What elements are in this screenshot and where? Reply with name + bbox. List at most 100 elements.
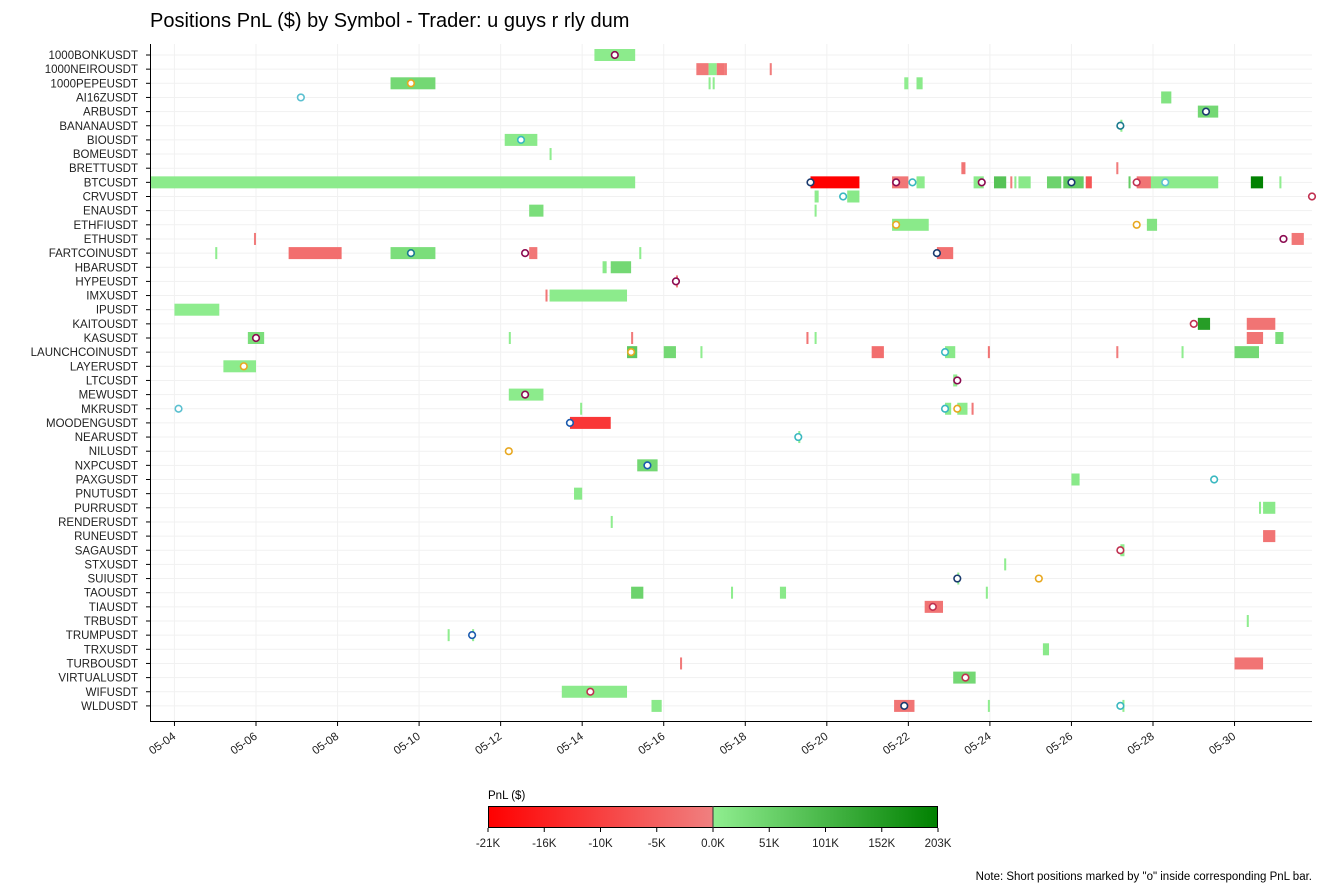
pnl-bar [1234, 346, 1259, 359]
colorbar: PnL ($) -21K -16K -10K -5K 0.0K 51K 101K 152K 20… [476, 790, 952, 850]
short-marker [627, 348, 636, 357]
symbol-label: LTCUSDT [86, 375, 138, 387]
short-marker [953, 574, 962, 583]
pnl-bar [916, 77, 923, 90]
symbol-label: BRETTUSDT [69, 163, 138, 175]
date-tick-label: 05-06 [229, 731, 260, 758]
chart-title: Positions PnL ($) by Symbol - Trader: u … [150, 10, 629, 32]
short-marker [953, 376, 962, 385]
short-marker [610, 50, 619, 60]
short-marker [586, 687, 595, 696]
pnl-bar [215, 247, 218, 260]
symbol-label: ENAUSDT [83, 206, 138, 218]
pnl-bar [529, 247, 538, 260]
pnl-bar [993, 176, 1007, 189]
pnl-bar [1010, 176, 1013, 189]
date-tick-label: 05-30 [1207, 731, 1238, 758]
pnl-bar [680, 657, 683, 670]
pnl-bars [150, 49, 1304, 712]
pnl-bar [1275, 332, 1284, 344]
short-marker [504, 447, 513, 456]
colorbar-tick-label: -16K [532, 838, 557, 850]
symbol-label: ETHUSDT [84, 234, 138, 246]
pnl-bar [651, 699, 662, 712]
short-marker [940, 348, 950, 357]
symbol-label: MOODENGUSDT [46, 418, 138, 430]
symbol-label: NEARUSDT [75, 432, 138, 444]
pnl-bar [1263, 530, 1276, 543]
colorbar-tick-label: 51K [759, 838, 780, 850]
pnl-bar [769, 63, 772, 76]
short-marker [1067, 178, 1076, 187]
pnl-bar [810, 176, 860, 189]
short-marker [1116, 121, 1125, 130]
colorbar-tick-label: 0.0K [701, 838, 725, 850]
pnl-bar [1146, 218, 1158, 231]
date-tick-label: 05-14 [555, 730, 586, 757]
short-marker [1132, 178, 1141, 187]
pnl-bar [1004, 558, 1007, 571]
short-marker [1279, 234, 1288, 244]
symbol-label: BIOUSDT [87, 135, 138, 147]
pnl-bar [1181, 346, 1184, 359]
symbol-label: ARBUSDT [83, 107, 138, 119]
symbol-label: BTCUSDT [84, 177, 138, 189]
short-marker [928, 602, 937, 611]
short-marker [806, 178, 815, 187]
pnl-bar [1042, 643, 1050, 656]
symbol-label: MKRUSDT [81, 404, 138, 416]
symbol-label: IPUSDT [96, 305, 138, 317]
symbol-label: NXPCUSDT [75, 460, 138, 472]
symbol-label: RENDERUSDT [58, 517, 138, 529]
symbol-label: TRXUSDT [84, 644, 138, 656]
short-marker [1116, 701, 1125, 711]
date-tick-label: 05-04 [147, 730, 178, 757]
pnl-bar [1014, 176, 1017, 189]
pnl-bar [708, 77, 711, 90]
short-marker [643, 461, 652, 470]
symbol-label: AI16ZUSDT [76, 92, 138, 104]
pnl-bar [806, 332, 809, 344]
short-marker [932, 249, 941, 258]
symbol-label: ETHFIUSDT [73, 220, 138, 232]
pnl-bar [1116, 162, 1119, 175]
short-marker [892, 220, 901, 229]
pnl-bar [916, 176, 925, 189]
short-marker [1307, 192, 1317, 201]
pnl-bar [716, 63, 725, 76]
symbol-label: TAOUSDT [84, 588, 138, 600]
symbol-label: SAGAUSDT [75, 545, 138, 557]
short-marker [953, 404, 962, 413]
pnl-bar [945, 346, 956, 359]
symbol-label: BANANAUSDT [59, 121, 138, 133]
pnl-bar [631, 586, 644, 599]
symbol-label: FARTCOINUSDT [49, 248, 138, 260]
short-marker [1034, 574, 1043, 583]
pnl-bar [508, 332, 511, 344]
pnl-bar [1234, 657, 1264, 670]
symbol-label: WLDUSDT [81, 701, 138, 713]
short-marker [977, 178, 986, 187]
symbol-label: PNUTUSDT [75, 489, 138, 501]
pnl-bar [731, 586, 734, 599]
date-tick-label: 05-28 [1126, 731, 1157, 758]
date-tick-label: 05-18 [718, 731, 749, 758]
symbol-label: LAUNCHCOINUSDT [31, 347, 138, 359]
pnl-bar [961, 162, 966, 175]
pnl-bar [985, 586, 988, 599]
pnl-bar [1250, 176, 1264, 189]
footnote: Note: Short positions marked by "o" insi… [976, 871, 1312, 883]
short-marker [174, 404, 183, 413]
symbol-label: 1000BONKUSDT [49, 50, 138, 62]
colorbar-tick-label: 203K [925, 838, 952, 850]
pnl-bar [987, 699, 990, 712]
pnl-bar [1150, 176, 1219, 189]
pnl-bar [696, 63, 709, 76]
pnl-bar [1279, 176, 1282, 189]
symbol-label: IMXUSDT [86, 291, 138, 303]
date-tick-label: 05-12 [473, 731, 504, 758]
pnl-bar [1136, 176, 1151, 189]
symbol-label: KASUSDT [84, 333, 138, 345]
short-marker [1189, 319, 1198, 328]
